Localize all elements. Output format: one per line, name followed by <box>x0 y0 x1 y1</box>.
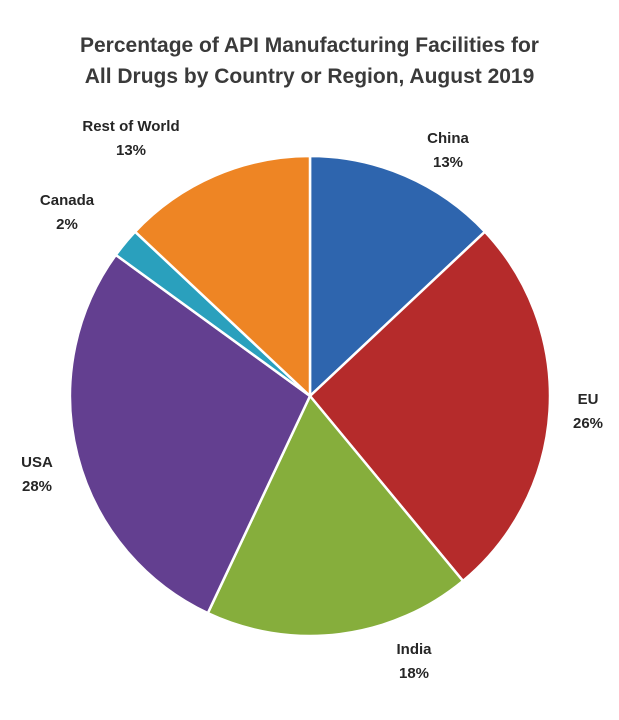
label-usa-pct: 28% <box>21 478 53 495</box>
chart-title-line-2: All Drugs by Country or Region, August 2… <box>84 65 535 88</box>
label-india: India 18% <box>396 638 431 686</box>
label-china-name: China <box>427 130 469 147</box>
label-rest-of-world: Rest of World 13% <box>82 115 179 163</box>
pie-slice-rest-of-world <box>133 154 312 398</box>
pie-slice-eu <box>308 230 552 583</box>
label-china: China 13% <box>427 127 469 175</box>
label-canada-name: Canada <box>39 192 95 209</box>
label-eu-name: EU <box>577 391 599 408</box>
chart-title: Percentage of API Manufacturing Faciliti… <box>0 30 619 92</box>
pie-slice-usa <box>68 253 312 615</box>
label-canada-pct: 2% <box>56 216 78 233</box>
pie-slice-china <box>308 154 487 398</box>
label-eu: EU 26% <box>573 388 603 436</box>
label-usa-name: USA <box>21 454 53 471</box>
label-india-pct: 18% <box>398 665 430 682</box>
label-china-pct: 13% <box>432 154 464 171</box>
label-eu-pct: 26% <box>572 415 604 432</box>
pie-slice-india <box>206 394 465 638</box>
label-rest-of-world-pct: 13% <box>115 142 147 159</box>
label-canada: Canada 2% <box>40 189 94 237</box>
label-india-name: India <box>396 641 432 658</box>
label-rest-of-world-name: Rest of World <box>82 118 180 135</box>
chart-title-line-1: Percentage of API Manufacturing Faciliti… <box>80 34 539 57</box>
label-usa: USA 28% <box>21 451 53 499</box>
